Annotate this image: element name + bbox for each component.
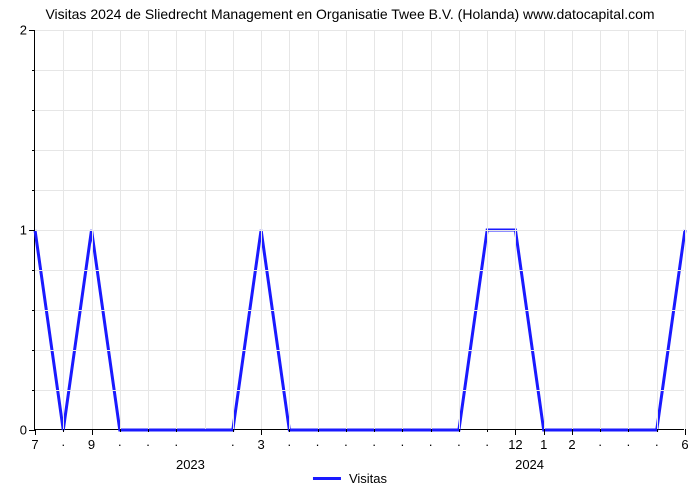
xtick-minor [600, 429, 601, 432]
xtick-minor [487, 429, 488, 432]
xtick-label: 2 [568, 437, 575, 452]
xtick-minor [374, 429, 375, 432]
xtick-minor [318, 429, 319, 432]
xtick-minor [120, 429, 121, 432]
gridline-horizontal-minor [35, 70, 684, 71]
xtick-major [572, 429, 573, 435]
legend-label: Visitas [349, 471, 387, 486]
gridline-horizontal-minor [35, 190, 684, 191]
xtick-minor-label: · [287, 437, 291, 452]
ytick-minor [32, 150, 35, 151]
xtick-minor-label: · [315, 437, 319, 452]
xtick-minor-label: · [174, 437, 178, 452]
xtick-major [685, 429, 686, 435]
gridline-horizontal-minor [35, 310, 684, 311]
gridline-horizontal-minor [35, 270, 684, 271]
xtick-minor [176, 429, 177, 432]
xtick-minor [657, 429, 658, 432]
xtick-minor [289, 429, 290, 432]
xtick-minor [402, 429, 403, 432]
xtick-label: 9 [88, 437, 95, 452]
xtick-year-label: 2023 [176, 457, 205, 472]
xtick-minor [233, 429, 234, 432]
xtick-label: 3 [257, 437, 264, 452]
xtick-minor [431, 429, 432, 432]
gridline-vertical [685, 30, 686, 429]
gridline-horizontal-minor [35, 350, 684, 351]
xtick-minor [459, 429, 460, 432]
xtick-minor-label: · [372, 437, 376, 452]
xtick-minor [346, 429, 347, 432]
xtick-minor [148, 429, 149, 432]
plot-area: 01279312126················20232024 [34, 30, 684, 430]
xtick-year-label: 2024 [515, 457, 544, 472]
gridline-horizontal-minor [35, 110, 684, 111]
ytick-minor [32, 270, 35, 271]
xtick-minor-label: · [598, 437, 602, 452]
gridline-horizontal [35, 30, 684, 31]
ytick-minor [32, 390, 35, 391]
ytick-minor [32, 190, 35, 191]
ytick-label: 1 [20, 223, 27, 238]
ytick-major [29, 230, 35, 231]
xtick-major [261, 429, 262, 435]
xtick-minor-label: · [231, 437, 235, 452]
ytick-label: 2 [20, 23, 27, 38]
xtick-minor-label: · [400, 437, 404, 452]
ytick-minor [32, 350, 35, 351]
ytick-minor [32, 70, 35, 71]
xtick-minor-label: · [146, 437, 150, 452]
xtick-minor-label: · [428, 437, 432, 452]
xtick-minor-label: · [457, 437, 461, 452]
xtick-minor-label: · [118, 437, 122, 452]
xtick-label: 6 [681, 437, 688, 452]
ytick-minor [32, 110, 35, 111]
gridline-horizontal-minor [35, 390, 684, 391]
ytick-label: 0 [20, 423, 27, 438]
legend-swatch [313, 477, 341, 480]
xtick-minor-label: · [626, 437, 630, 452]
gridline-horizontal-minor [35, 150, 684, 151]
ytick-major [29, 30, 35, 31]
xtick-minor-label: · [61, 437, 65, 452]
xtick-label: 12 [508, 437, 522, 452]
xtick-label: 1 [540, 437, 547, 452]
xtick-major [515, 429, 516, 435]
xtick-major [92, 429, 93, 435]
xtick-minor [628, 429, 629, 432]
legend: Visitas [313, 471, 387, 486]
gridline-horizontal [35, 230, 684, 231]
chart-title: Visitas 2024 de Sliedrecht Management en… [45, 6, 654, 22]
xtick-minor-label: · [344, 437, 348, 452]
xtick-major [544, 429, 545, 435]
xtick-label: 7 [31, 437, 38, 452]
ytick-minor [32, 310, 35, 311]
xtick-minor [63, 429, 64, 432]
visits-polyline [35, 230, 685, 430]
xtick-minor-label: · [655, 437, 659, 452]
xtick-minor-label: · [485, 437, 489, 452]
xtick-major [35, 429, 36, 435]
